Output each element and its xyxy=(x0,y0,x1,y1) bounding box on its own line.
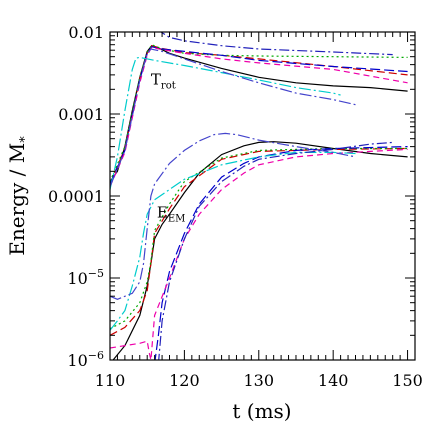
y-tick-label: 0.01 xyxy=(68,23,104,42)
series-line-t-rot-7 xyxy=(160,32,393,56)
y-tick-label: 0.0001 xyxy=(48,187,104,206)
series-line-t-rot-5 xyxy=(110,56,341,190)
x-tick-label: 150 xyxy=(392,371,423,390)
y-tick-label: 10−6 xyxy=(67,349,104,370)
annotation-layer: Trot EEM xyxy=(151,70,185,224)
x-tick-label: 140 xyxy=(318,371,349,390)
annotation-em: EEM xyxy=(157,203,186,224)
series-line-e-em-10 xyxy=(110,147,408,330)
x-tick-label: 120 xyxy=(169,371,200,390)
x-tick-label: 110 xyxy=(95,371,126,390)
y-axis-label: Energy / M* xyxy=(5,136,33,256)
ylabel-layer: Energy / M* xyxy=(5,136,33,256)
plot-frame xyxy=(109,31,416,361)
x-tick-label: 130 xyxy=(244,371,275,390)
series-line-t-rot-6 xyxy=(110,48,356,187)
series-line-e-em-8 xyxy=(112,141,408,360)
ticks-layer: 110 120 130 140 150 10−6 10−5 0.0001 0.001 0.01 xyxy=(48,23,423,390)
series-line-e-em-11 xyxy=(154,146,408,360)
y-tick-label: 0.001 xyxy=(58,105,104,124)
x-axis-label: t (ms) xyxy=(232,399,291,423)
annotation-rot: Trot xyxy=(151,70,176,91)
y-tick-label: 10−5 xyxy=(67,267,104,288)
series-line-e-em-14 xyxy=(110,132,356,300)
series-layer xyxy=(110,32,408,360)
series-line-e-em-15 xyxy=(158,141,393,360)
